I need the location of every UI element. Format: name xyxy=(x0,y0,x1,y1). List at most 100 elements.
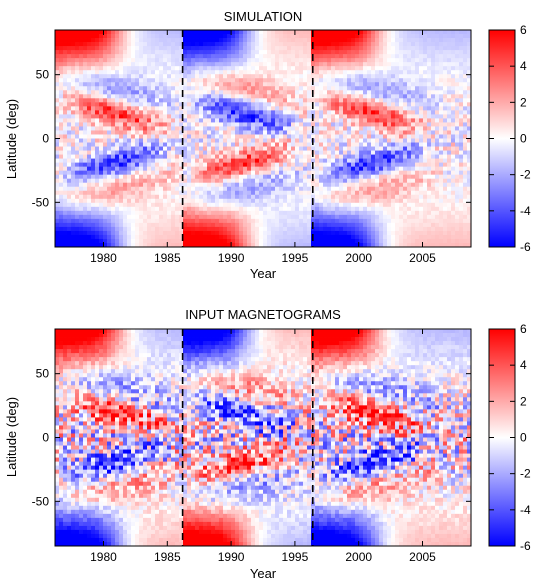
heatmap-cell xyxy=(227,147,231,151)
heatmap-cell xyxy=(275,171,279,175)
heatmap-cell xyxy=(391,239,395,243)
heatmap-cell xyxy=(203,155,207,159)
heatmap-cell xyxy=(95,143,99,147)
heatmap-cell xyxy=(415,130,419,134)
heatmap-cell xyxy=(251,215,255,219)
heatmap-cell xyxy=(395,42,399,46)
heatmap-cell xyxy=(67,30,71,34)
heatmap-cell xyxy=(327,58,331,62)
heatmap-cell xyxy=(391,151,395,155)
heatmap-cell xyxy=(423,70,427,74)
heatmap-cell xyxy=(175,147,179,151)
heatmap-cell xyxy=(215,134,219,138)
heatmap-cell xyxy=(211,106,215,110)
heatmap-cell xyxy=(235,191,239,195)
heatmap-cell xyxy=(159,183,163,187)
heatmap-cell xyxy=(295,46,299,50)
heatmap-cell xyxy=(59,50,63,54)
heatmap-cell xyxy=(55,118,59,122)
heatmap-cell xyxy=(271,98,275,102)
heatmap-cell xyxy=(375,34,379,38)
heatmap-cell xyxy=(283,110,287,114)
heatmap-cell xyxy=(211,215,215,219)
heatmap-cell xyxy=(215,235,219,239)
heatmap-cell xyxy=(203,219,207,223)
heatmap-cell xyxy=(139,90,143,94)
heatmap-cell xyxy=(71,219,75,223)
heatmap-cell xyxy=(411,30,415,34)
heatmap-cell xyxy=(211,94,215,98)
heatmap-cell xyxy=(403,207,407,211)
heatmap-cell xyxy=(275,66,279,70)
heatmap-cell xyxy=(359,139,363,143)
heatmap-cell xyxy=(135,195,139,199)
heatmap-cell xyxy=(331,143,335,147)
heatmap-cell xyxy=(199,74,203,78)
heatmap-cell xyxy=(255,219,259,223)
heatmap-cell xyxy=(383,211,387,215)
heatmap-cell xyxy=(319,110,323,114)
heatmap-cell xyxy=(187,126,191,130)
heatmap-cell xyxy=(107,183,111,187)
heatmap-cell xyxy=(139,70,143,74)
heatmap-cell xyxy=(235,134,239,138)
heatmap-cell xyxy=(327,183,331,187)
heatmap-cell xyxy=(355,122,359,126)
heatmap-cell xyxy=(215,90,219,94)
heatmap-cell xyxy=(255,179,259,183)
heatmap-cell xyxy=(315,62,319,66)
heatmap-cell xyxy=(295,110,299,114)
heatmap-cell xyxy=(291,82,295,86)
heatmap-cell xyxy=(407,167,411,171)
heatmap-cell xyxy=(351,78,355,82)
heatmap-cell xyxy=(263,134,267,138)
heatmap-cell xyxy=(247,175,251,179)
heatmap-cell xyxy=(103,98,107,102)
heatmap-cell xyxy=(355,227,359,231)
heatmap-cell xyxy=(255,74,259,78)
heatmap-cell xyxy=(319,147,323,151)
heatmap-cell xyxy=(75,143,79,147)
heatmap-cell xyxy=(395,86,399,90)
heatmap-cell xyxy=(71,139,75,143)
heatmap-cell xyxy=(95,195,99,199)
heatmap-cell xyxy=(211,171,215,175)
heatmap-cell xyxy=(391,134,395,138)
heatmap-cell xyxy=(207,78,211,82)
heatmap-cell xyxy=(55,46,59,50)
heatmap-cell xyxy=(231,86,235,90)
heatmap-cell xyxy=(231,62,235,66)
heatmap-cell xyxy=(367,118,371,122)
heatmap-cell xyxy=(335,38,339,42)
heatmap-cell xyxy=(155,207,159,211)
heatmap-cell xyxy=(71,118,75,122)
heatmap-cell xyxy=(71,90,75,94)
heatmap-cell xyxy=(307,175,311,179)
heatmap-cell xyxy=(363,195,367,199)
heatmap-cell xyxy=(343,38,347,42)
heatmap-cell xyxy=(279,167,283,171)
heatmap-cell xyxy=(411,106,415,110)
heatmap-cell xyxy=(123,66,127,70)
heatmap-cell xyxy=(283,34,287,38)
heatmap-cell xyxy=(239,34,243,38)
heatmap-cell xyxy=(335,78,339,82)
heatmap-cell xyxy=(199,46,203,50)
heatmap-cell xyxy=(383,239,387,243)
heatmap-cell xyxy=(359,147,363,151)
heatmap-cell xyxy=(351,187,355,191)
heatmap-cell xyxy=(363,211,367,215)
heatmap-cell xyxy=(295,34,299,38)
heatmap-cell xyxy=(163,78,167,82)
heatmap-cell xyxy=(175,102,179,106)
heatmap-cell xyxy=(347,78,351,82)
heatmap-cell xyxy=(143,203,147,207)
heatmap-cell xyxy=(191,163,195,167)
heatmap-cell xyxy=(211,211,215,215)
heatmap-cell xyxy=(351,159,355,163)
heatmap-cell xyxy=(187,130,191,134)
heatmap-cell xyxy=(67,167,71,171)
heatmap-cell xyxy=(243,179,247,183)
heatmap-cell xyxy=(335,191,339,195)
heatmap-cell xyxy=(111,227,115,231)
